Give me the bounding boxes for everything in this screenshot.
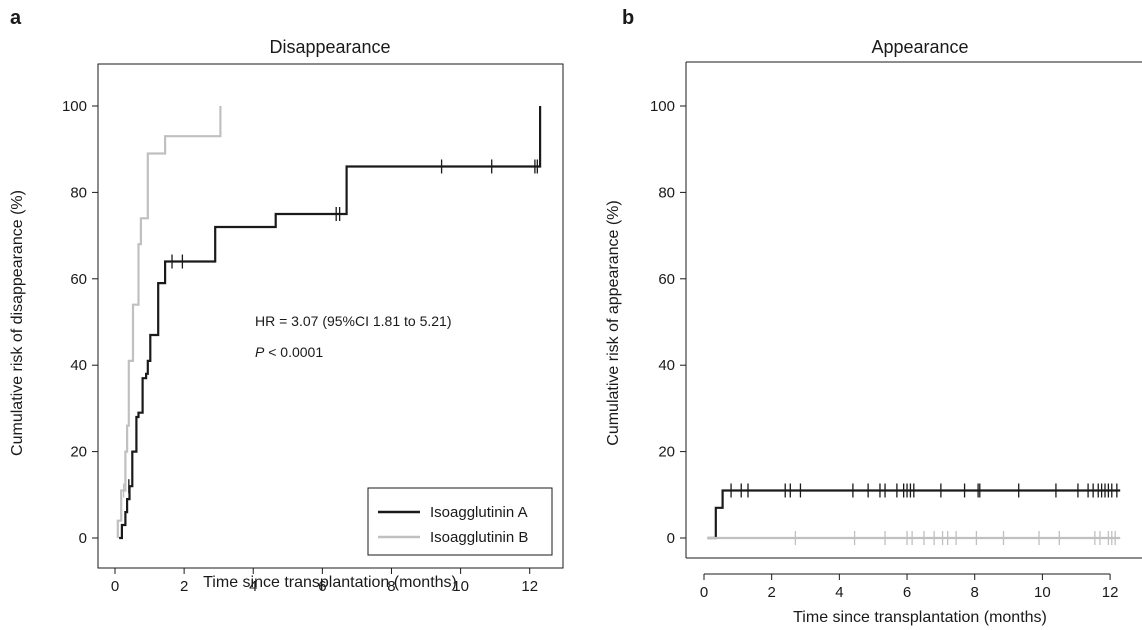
- hr-annotation: HR = 3.07 (95%CI 1.81 to 5.21): [255, 313, 452, 329]
- y-tick-label: 60: [70, 271, 87, 288]
- x-tick-label: 12: [1102, 584, 1119, 601]
- panel-b-letter: b: [622, 7, 634, 29]
- x-tick-label: 10: [452, 578, 469, 595]
- panel-a-axes: 0 2 4 6 8 10 12 0 20 40 60 80 100: [62, 63, 564, 595]
- panel-b-series: [707, 483, 1121, 545]
- legend-label-b: Isoagglutinin B: [430, 529, 528, 546]
- y-tick-label: 100: [62, 98, 87, 115]
- y-tick-label: 60: [658, 271, 675, 288]
- y-tick-label: 0: [667, 530, 675, 547]
- series-line-isoagglutinin-a: [707, 489, 1121, 540]
- panel-a-letter: a: [10, 7, 22, 29]
- panel-a-title: Disappearance: [269, 37, 390, 57]
- x-tick-label: 4: [249, 578, 257, 595]
- panel-a-frame: [97, 63, 564, 569]
- panel-a-xlabel: Time since transplantation (months): [203, 574, 457, 591]
- series-line-isoagglutinin-a: [119, 106, 542, 540]
- y-tick-label: 0: [79, 530, 87, 547]
- y-tick-label: 40: [70, 357, 87, 374]
- legend: Isoagglutinin A Isoagglutinin B: [367, 487, 553, 556]
- y-tick-label: 80: [658, 184, 675, 201]
- x-tick-label: 2: [768, 584, 776, 601]
- y-tick-label: 80: [70, 184, 87, 201]
- legend-label-a: Isoagglutinin A: [430, 504, 528, 521]
- panel-b-title: Appearance: [871, 37, 968, 57]
- x-tick-label: 0: [700, 584, 708, 601]
- panel-b: b Appearance 0 2 4 6 8 10 12 0 20 40 60 80 100 Time …: [605, 7, 1142, 626]
- p-symbol: P: [255, 344, 265, 360]
- panel-b-xlabel: Time since transplantation (months): [793, 609, 1047, 626]
- x-tick-label: 10: [1034, 584, 1051, 601]
- x-tick-label: 4: [835, 584, 843, 601]
- y-tick-label: 40: [658, 357, 675, 374]
- legend-box: [367, 487, 553, 556]
- x-tick-label: 2: [180, 578, 188, 595]
- x-tick-label: 6: [318, 578, 326, 595]
- x-tick-label: 12: [521, 578, 538, 595]
- panel-a: a Disappearance 0 2 4 6 8 10 12 0 20 40 60 80 100 Ti…: [9, 7, 564, 595]
- y-tick-label: 100: [650, 98, 675, 115]
- x-tick-label: 0: [111, 578, 119, 595]
- x-tick-label: 6: [903, 584, 911, 601]
- x-tick-label: 8: [971, 584, 979, 601]
- panel-a-ylabel: Cumulative risk of disappearance (%): [9, 190, 26, 456]
- p-value-annotation: P < 0.0001: [255, 344, 323, 360]
- panel-a-series: [116, 106, 542, 540]
- p-value-text: < 0.0001: [264, 344, 323, 360]
- panel-b-axes: 0 2 4 6 8 10 12 0 20 40 60 80 100: [650, 61, 1142, 601]
- panel-b-ylabel: Cumulative risk of appearance (%): [605, 200, 622, 445]
- y-tick-label: 20: [70, 444, 87, 461]
- y-tick-label: 20: [658, 444, 675, 461]
- x-tick-label: 8: [387, 578, 395, 595]
